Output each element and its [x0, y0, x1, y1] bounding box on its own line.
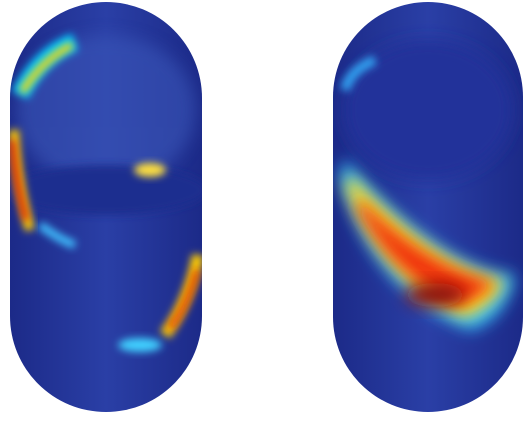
page	[0, 0, 529, 420]
rim	[6, 165, 206, 215]
visualization	[0, 0, 529, 420]
left-cylinder	[6, 2, 206, 412]
spot	[134, 163, 166, 177]
peak	[405, 283, 465, 307]
spot	[118, 338, 162, 352]
right-cylinder	[333, 2, 523, 412]
